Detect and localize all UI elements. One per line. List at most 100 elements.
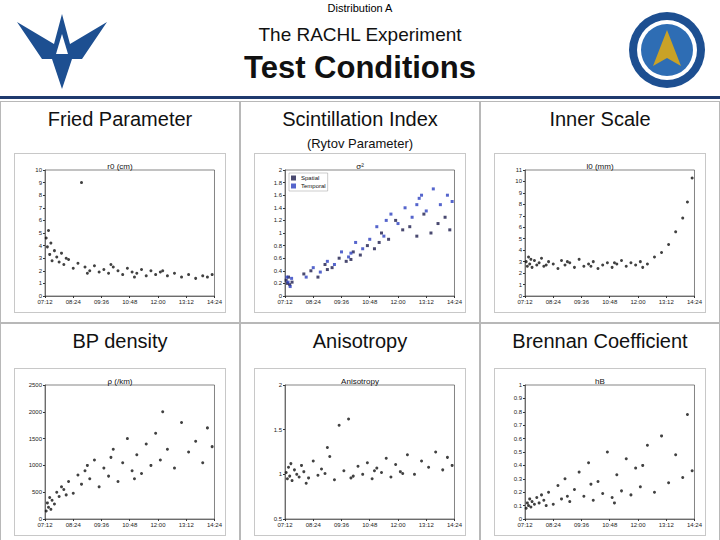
svg-text:14:24: 14:24 [207, 299, 223, 305]
svg-text:0.8: 0.8 [514, 409, 523, 415]
svg-text:1.6: 1.6 [274, 192, 283, 198]
svg-text:0.2: 0.2 [514, 489, 523, 495]
svg-text:10:48: 10:48 [602, 299, 618, 305]
svg-text:0.4: 0.4 [274, 268, 283, 274]
svg-text:12:00: 12:00 [150, 522, 166, 528]
svg-text:5: 5 [519, 236, 523, 242]
svg-text:2000: 2000 [29, 409, 43, 415]
svg-text:2: 2 [279, 167, 283, 173]
svg-text:7: 7 [39, 205, 43, 211]
svg-text:12:00: 12:00 [390, 522, 406, 528]
svg-text:14:24: 14:24 [207, 522, 223, 528]
svg-text:09:36: 09:36 [334, 299, 350, 305]
svg-text:12:00: 12:00 [150, 299, 166, 305]
svg-text:07:12: 07:12 [37, 522, 53, 528]
svg-text:08:24: 08:24 [306, 522, 322, 528]
svg-text:0.2: 0.2 [274, 280, 283, 286]
svg-text:08:24: 08:24 [306, 299, 322, 305]
svg-text:07:12: 07:12 [277, 299, 293, 305]
svg-text:1.5: 1.5 [274, 427, 283, 433]
svg-text:9: 9 [519, 190, 523, 196]
svg-text:1: 1 [39, 280, 43, 286]
svg-text:0.6: 0.6 [514, 436, 523, 442]
html-text:Test Conditions: Test Conditions [244, 50, 476, 85]
svg-text:2: 2 [39, 268, 43, 274]
svg-text:09:36: 09:36 [94, 299, 110, 305]
svg-text:3: 3 [39, 255, 43, 261]
svg-text:11: 11 [516, 167, 523, 173]
svg-text:0.5: 0.5 [514, 449, 523, 455]
svg-text:3: 3 [519, 259, 523, 265]
svg-text:09:36: 09:36 [574, 522, 590, 528]
svg-text:09:36: 09:36 [94, 522, 110, 528]
svg-text:Anisotropy: Anisotropy [341, 377, 379, 386]
svg-text:1: 1 [279, 230, 283, 236]
svg-text:14:24: 14:24 [447, 522, 463, 528]
svg-text:10:48: 10:48 [362, 522, 378, 528]
svg-text:13:12: 13:12 [179, 299, 195, 305]
svg-text:1: 1 [279, 471, 283, 477]
svg-text:Spatial: Spatial [301, 175, 319, 181]
svg-text:0.8: 0.8 [274, 243, 283, 249]
svg-text:σ²: σ² [356, 162, 364, 171]
svg-text:500: 500 [32, 489, 43, 495]
svg-text:13:12: 13:12 [659, 522, 675, 528]
svg-text:6: 6 [39, 217, 43, 223]
svg-text:1.8: 1.8 [274, 180, 283, 186]
svg-text:4: 4 [519, 247, 523, 253]
svg-text:09:36: 09:36 [334, 522, 350, 528]
svg-text:14:24: 14:24 [447, 299, 463, 305]
svg-text:13:12: 13:12 [419, 522, 435, 528]
svg-text:12:00: 12:00 [630, 522, 646, 528]
svg-text:1.2: 1.2 [274, 217, 283, 223]
svg-text:8: 8 [39, 192, 43, 198]
svg-text:10: 10 [515, 178, 522, 184]
svg-text:08:24: 08:24 [546, 299, 562, 305]
svg-text:12:00: 12:00 [630, 299, 646, 305]
svg-text:10: 10 [35, 167, 42, 173]
svg-text:09:36: 09:36 [574, 299, 590, 305]
svg-text:13:12: 13:12 [419, 299, 435, 305]
svg-text:14:24: 14:24 [687, 299, 703, 305]
svg-text:2500: 2500 [29, 382, 43, 388]
svg-text:13:12: 13:12 [179, 522, 195, 528]
svg-text:ρ (/km): ρ (/km) [108, 377, 133, 386]
svg-text:07:12: 07:12 [517, 522, 533, 528]
svg-text:10:48: 10:48 [362, 299, 378, 305]
svg-text:9: 9 [39, 180, 43, 186]
svg-text:2: 2 [519, 270, 523, 276]
svg-text:0.4: 0.4 [514, 462, 523, 468]
svg-text:r0 (cm): r0 (cm) [107, 162, 133, 171]
svg-text:5: 5 [39, 230, 43, 236]
svg-text:07:12: 07:12 [517, 299, 533, 305]
svg-text:07:12: 07:12 [277, 522, 293, 528]
svg-text:1.4: 1.4 [274, 205, 283, 211]
svg-text:14:24: 14:24 [687, 522, 703, 528]
svg-text:08:24: 08:24 [66, 522, 82, 528]
svg-text:7: 7 [519, 213, 523, 219]
svg-text:1000: 1000 [29, 462, 43, 468]
svg-text:0.1: 0.1 [514, 503, 523, 509]
svg-text:6: 6 [519, 224, 523, 230]
svg-text:10:48: 10:48 [122, 522, 138, 528]
svg-text:1: 1 [519, 282, 523, 288]
svg-text:08:24: 08:24 [66, 299, 82, 305]
svg-text:12:00: 12:00 [390, 299, 406, 305]
svg-text:10:48: 10:48 [122, 299, 138, 305]
svg-text:4: 4 [39, 243, 43, 249]
svg-text:1500: 1500 [29, 436, 43, 442]
svg-text:1: 1 [519, 382, 523, 388]
svg-text:0.7: 0.7 [514, 422, 523, 428]
svg-text:8: 8 [519, 201, 523, 207]
svg-text:2: 2 [279, 382, 283, 388]
svg-text:hB: hB [595, 377, 605, 386]
svg-text:0.6: 0.6 [274, 255, 283, 261]
svg-text:l0 (mm): l0 (mm) [586, 162, 613, 171]
svg-text:Temporal: Temporal [301, 183, 326, 189]
svg-text:08:24: 08:24 [546, 522, 562, 528]
svg-text:07:12: 07:12 [37, 299, 53, 305]
svg-text:13:12: 13:12 [659, 299, 675, 305]
svg-text:10:48: 10:48 [602, 522, 618, 528]
svg-text:0.9: 0.9 [514, 395, 523, 401]
svg-text:0.3: 0.3 [514, 476, 523, 482]
